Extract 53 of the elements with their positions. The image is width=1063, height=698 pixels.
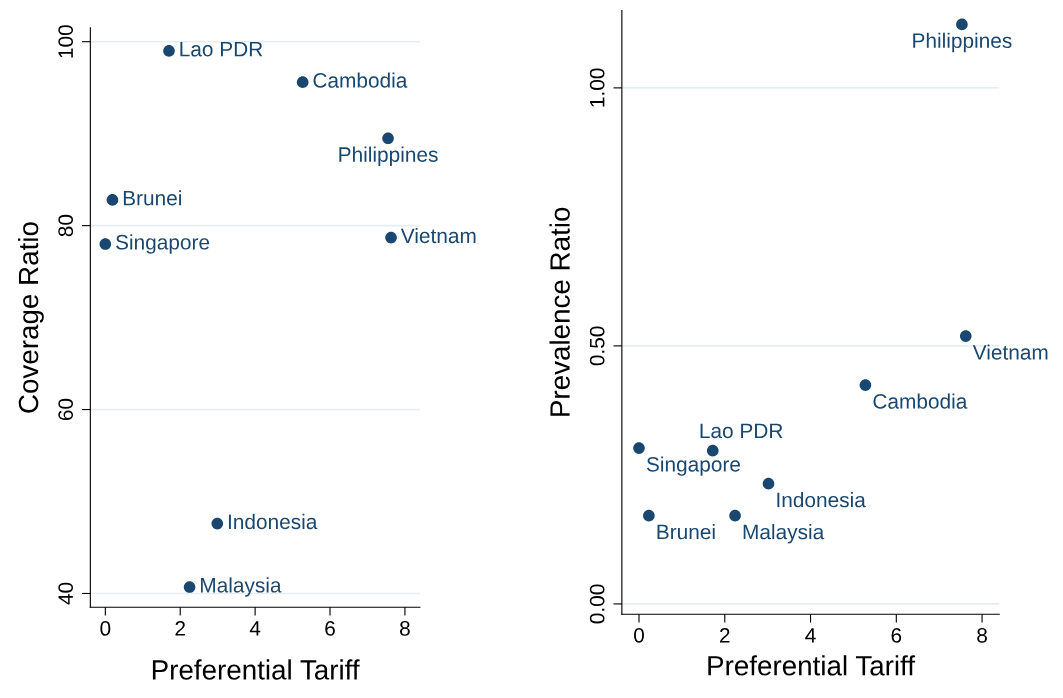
y-tick-label: 60: [58, 398, 74, 421]
annotation: Cambodia: [313, 72, 408, 88]
point: [762, 477, 775, 490]
annotation: Cambodia: [873, 393, 968, 409]
x-tick-label: 4: [805, 628, 816, 643]
annotation: Singapore: [646, 456, 741, 476]
point: [859, 379, 872, 391]
x-tick-label: 8: [400, 621, 410, 636]
point: [99, 238, 112, 250]
point: [296, 76, 309, 88]
point: [956, 18, 968, 31]
point: [106, 194, 119, 206]
y-tick-label: 40: [58, 582, 74, 605]
annotation: Vietnam: [400, 227, 476, 244]
point: [959, 330, 972, 342]
annotation: Philippines: [339, 146, 438, 167]
annotation: Lao PDR: [180, 41, 263, 57]
x-tick-label: 2: [720, 627, 730, 643]
y-tick-label: 1.00: [589, 68, 605, 107]
annotation: Malaysia: [743, 524, 825, 544]
x-tick-label: 6: [325, 621, 335, 636]
annotation: Brunei: [657, 524, 715, 540]
x-tick-label: 8: [977, 627, 987, 643]
point: [385, 231, 397, 244]
y-tick-label: 0.50: [589, 326, 605, 366]
point: [643, 509, 655, 522]
y-axis-title: Prevalence Ratio: [549, 207, 570, 416]
x-tick-label: 0: [100, 621, 111, 636]
annotation: Vietnam: [972, 344, 1048, 360]
annotation: Indonesia: [777, 492, 866, 508]
x-axis-title: Preferential Tariff: [708, 655, 916, 676]
y-tick-label: 0.00: [589, 584, 605, 624]
x-tick-label: 4: [249, 621, 261, 636]
point: [706, 444, 719, 457]
point: [183, 581, 196, 593]
x-axis-title: Preferential Tariff: [152, 659, 360, 680]
x-tick-label: 6: [891, 627, 902, 643]
x-tick-label: 0: [634, 627, 644, 643]
point: [211, 517, 224, 530]
annotation: Lao PDR: [700, 423, 783, 439]
y-tick-label: 80: [58, 214, 74, 237]
y-axis-title: Coverage Ratio: [17, 222, 44, 413]
point: [729, 509, 741, 522]
y-tick-label: 100: [58, 25, 74, 58]
annotation: Brunei: [123, 190, 181, 206]
annotation: Malaysia: [201, 577, 282, 597]
point: [163, 45, 175, 57]
annotation: Philippines: [913, 32, 1012, 53]
x-tick-label: 2: [175, 621, 185, 636]
annotation: Singapore: [116, 234, 210, 254]
annotation: Indonesia: [228, 513, 318, 530]
point: [382, 132, 394, 145]
point: [633, 442, 645, 454]
